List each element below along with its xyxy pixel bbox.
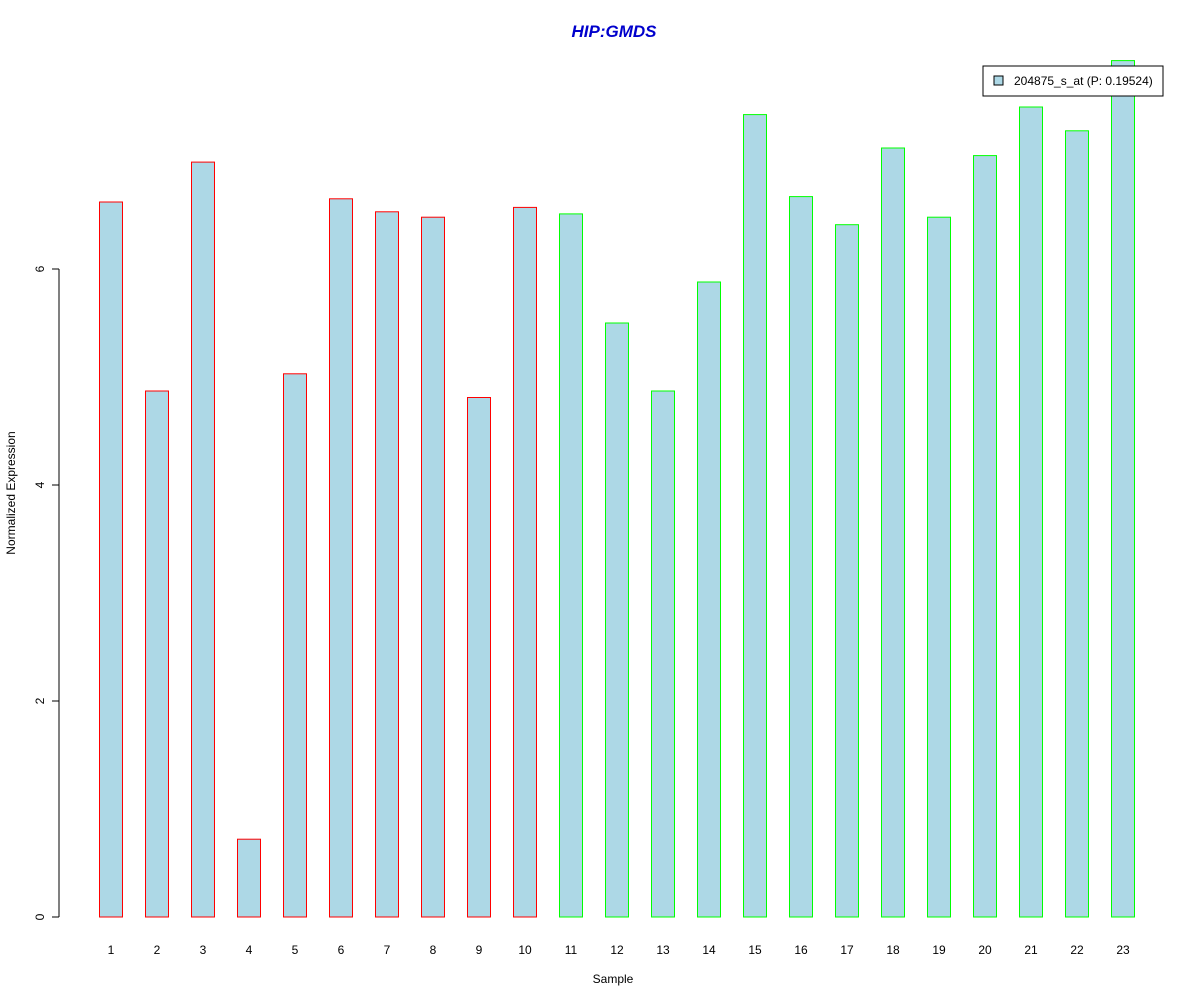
bar-sample-4: [237, 838, 261, 918]
bar-sample-5: [283, 373, 307, 918]
legend-box: [982, 65, 1164, 97]
bar-sample-12: [605, 322, 629, 918]
bar-sample-1: [99, 201, 123, 918]
bar-sample-9: [467, 397, 491, 918]
bar-sample-6: [329, 198, 353, 918]
x-tick-label: 6: [338, 943, 345, 957]
legend-swatch: [993, 75, 1004, 86]
bars-group: [99, 60, 1135, 918]
x-tick-label: 8: [430, 943, 437, 957]
bar-sample-20: [973, 155, 997, 918]
x-tick-label: 22: [1070, 943, 1084, 957]
bar-sample-11: [559, 213, 583, 918]
y-tick-label: 2: [33, 697, 47, 704]
bar-sample-10: [513, 206, 537, 918]
x-tick-label: 18: [886, 943, 900, 957]
bar-sample-13: [651, 390, 675, 918]
x-tick-label: 19: [932, 943, 946, 957]
legend: 204875_s_at (P: 0.19524): [982, 65, 1164, 97]
bar-sample-22: [1065, 130, 1089, 918]
bar-sample-16: [789, 196, 813, 918]
x-tick-label: 9: [476, 943, 483, 957]
x-tick-label: 17: [840, 943, 854, 957]
x-tick-label: 13: [656, 943, 670, 957]
y-tick-label: 6: [33, 265, 47, 272]
x-tick-label: 23: [1116, 943, 1130, 957]
x-tick-label: 7: [384, 943, 391, 957]
x-tick-label: 11: [565, 943, 578, 957]
x-axis-title: Sample: [593, 972, 634, 986]
y-tick-label: 4: [33, 481, 47, 488]
bar-sample-2: [145, 390, 169, 918]
bar-sample-19: [927, 216, 951, 918]
x-tick-label: 16: [794, 943, 808, 957]
x-tick-label: 20: [978, 943, 992, 957]
x-tick-label: 21: [1024, 943, 1038, 957]
x-tick-label: 4: [246, 943, 253, 957]
x-tick-label: 10: [518, 943, 532, 957]
legend-label: 204875_s_at (P: 0.19524): [1014, 74, 1153, 88]
bar-sample-21: [1019, 106, 1043, 918]
x-tick-label: 1: [108, 943, 115, 957]
x-tick-labels: 1 2 3 4 5 6 7 8 9 10 11 12 13 14 15 16 17 18 19 20 21 22 23: [108, 943, 1130, 957]
x-tick-label: 14: [702, 943, 716, 957]
bar-sample-15: [743, 114, 767, 918]
bar-sample-14: [697, 281, 721, 918]
y-tick-label: 0: [33, 913, 47, 920]
x-tick-label: 12: [610, 943, 624, 957]
x-tick-label: 3: [200, 943, 207, 957]
bar-sample-8: [421, 216, 445, 918]
bar-sample-18: [881, 147, 905, 918]
x-tick-label: 15: [748, 943, 762, 957]
y-axis: 0 2 4 6: [33, 265, 60, 920]
x-tick-label: 2: [154, 943, 161, 957]
x-tick-label: 5: [292, 943, 299, 957]
y-axis-title: Normalized Expression: [4, 431, 18, 554]
bar-sample-7: [375, 211, 399, 918]
chart-title: HIP:GMDS: [572, 22, 658, 41]
bar-sample-23: [1111, 60, 1135, 918]
bar-sample-17: [835, 224, 859, 918]
bar-sample-3: [191, 161, 215, 918]
